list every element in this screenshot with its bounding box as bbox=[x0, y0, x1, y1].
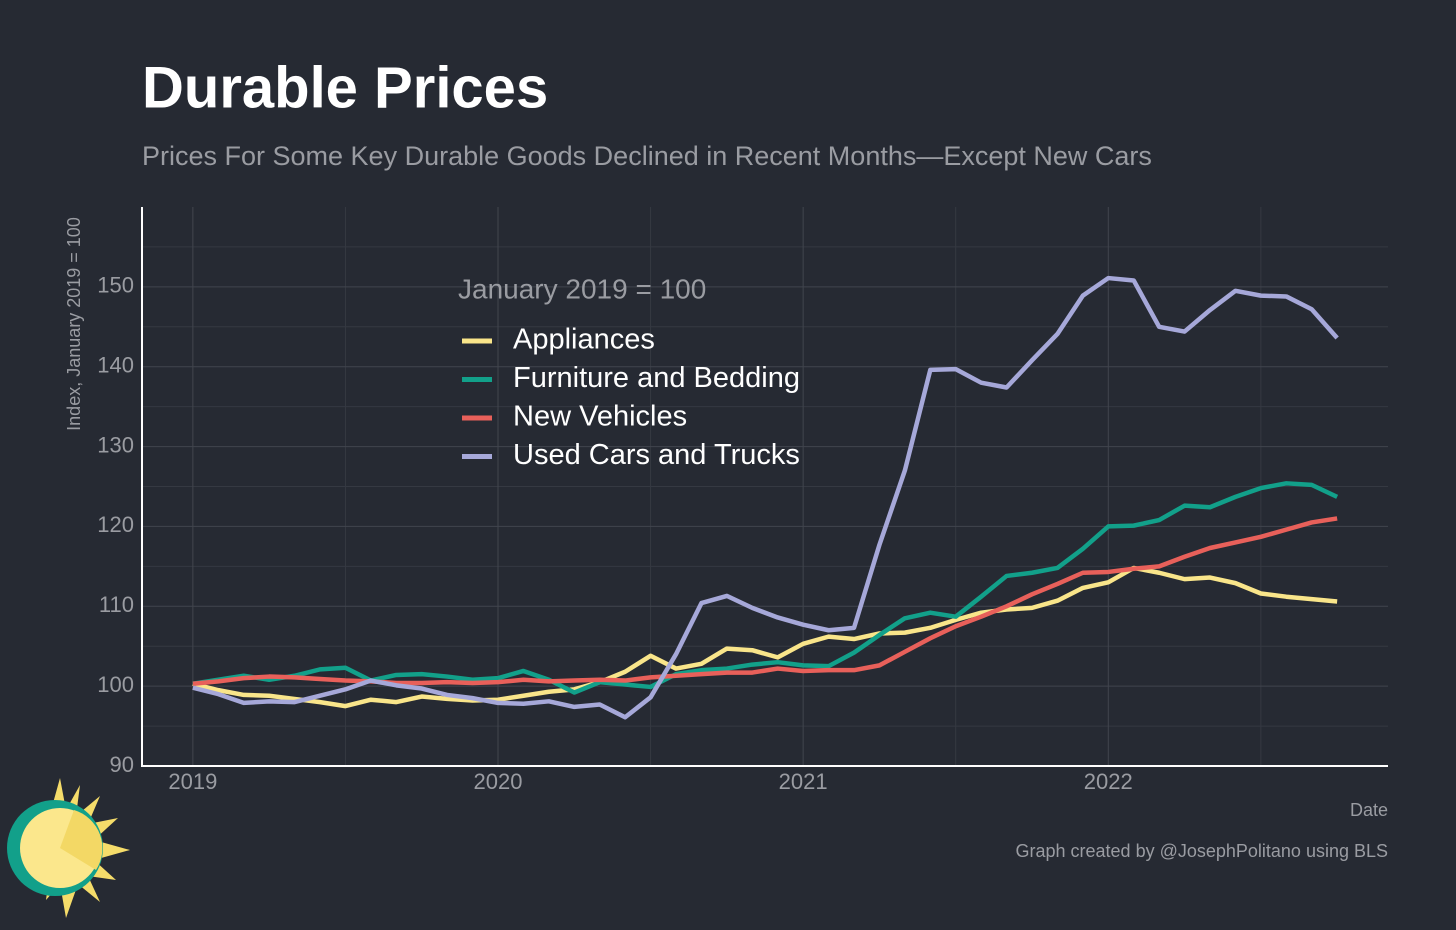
caption: Graph created by @JosephPolitano using B… bbox=[1016, 841, 1389, 861]
legend-label: New Vehicles bbox=[513, 401, 687, 433]
y-tick-label: 130 bbox=[97, 432, 134, 457]
y-tick-label: 110 bbox=[99, 592, 134, 617]
series-line bbox=[192, 275, 1339, 720]
chart-title: Durable Prices bbox=[142, 55, 548, 120]
x-tick-label: 2020 bbox=[474, 769, 523, 794]
legend-label: Appliances bbox=[513, 324, 655, 356]
y-tick-label: 90 bbox=[110, 752, 134, 777]
series-line bbox=[192, 565, 1338, 709]
legend-label: Used Cars and Trucks bbox=[513, 439, 800, 471]
x-tick-label: 2022 bbox=[1084, 769, 1133, 794]
plot-area: 90 100 110 120 130 140 150 2019 2020 2021 2022 Janu… bbox=[97, 207, 1388, 794]
legend-title: January 2019 = 100 bbox=[458, 273, 706, 304]
y-tick-label: 150 bbox=[97, 273, 134, 298]
y-tick-label: 100 bbox=[97, 672, 134, 697]
chart-subtitle: Prices For Some Key Durable Goods Declin… bbox=[142, 141, 1152, 171]
legend-label: Furniture and Bedding bbox=[513, 362, 800, 394]
logo bbox=[7, 778, 130, 918]
y-axis-label: Index, January 2019 = 100 bbox=[64, 217, 84, 431]
x-axis-label: Date bbox=[1350, 800, 1388, 820]
x-tick-label: 2019 bbox=[168, 769, 217, 794]
y-tick-label: 140 bbox=[97, 353, 134, 378]
y-tick-label: 120 bbox=[97, 512, 134, 537]
series-line bbox=[192, 481, 1339, 695]
x-tick-label: 2021 bbox=[779, 769, 828, 794]
